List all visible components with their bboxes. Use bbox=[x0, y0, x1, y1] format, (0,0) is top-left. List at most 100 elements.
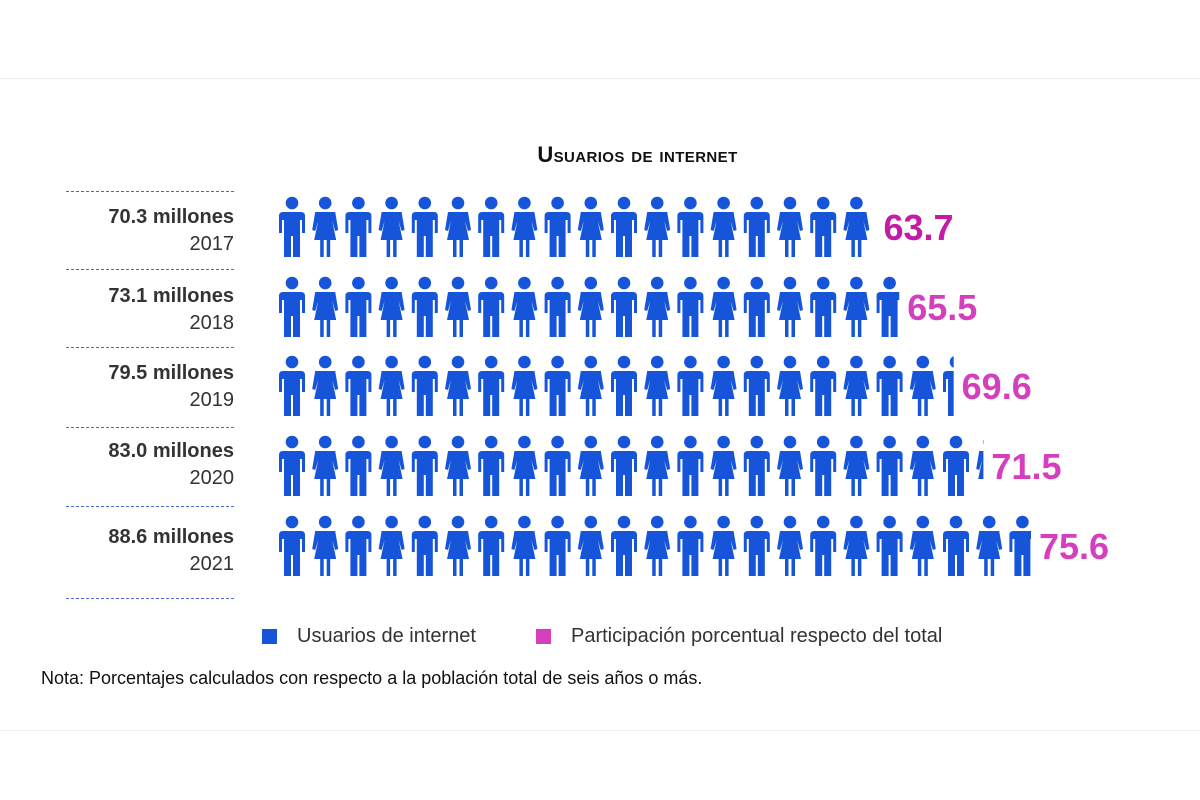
year-label: 2021 bbox=[189, 553, 235, 575]
person-icon bbox=[777, 515, 803, 576]
person-icon bbox=[644, 435, 671, 496]
users-millions-label: 83.0 millones bbox=[108, 440, 234, 462]
person-icon bbox=[909, 355, 936, 416]
person-icon bbox=[843, 355, 870, 416]
person-icon bbox=[777, 196, 803, 257]
person-icon bbox=[279, 196, 305, 257]
row-label-2018: 73.1 millones 2018 bbox=[60, 283, 234, 337]
person-icon bbox=[478, 196, 505, 257]
icon-bar-2019 bbox=[279, 355, 954, 416]
icon-bar-2020 bbox=[279, 435, 984, 496]
person-icon bbox=[378, 276, 405, 337]
person-icon bbox=[843, 196, 870, 257]
person-icon bbox=[411, 196, 438, 257]
person-icon bbox=[511, 355, 538, 416]
person-icon bbox=[312, 355, 339, 416]
icon-bar-2018 bbox=[279, 276, 900, 337]
icon-bar-2021 bbox=[279, 515, 1031, 576]
person-icon bbox=[710, 435, 737, 496]
row-label-2019: 79.5 millones 2019 bbox=[60, 360, 234, 414]
person-icon bbox=[611, 355, 637, 416]
row-label-2020: 83.0 millones 2020 bbox=[60, 438, 234, 492]
legend-label: Participación porcentual respecto del to… bbox=[570, 624, 943, 647]
person-icon bbox=[577, 355, 604, 416]
person-icon bbox=[677, 355, 704, 416]
person-icon bbox=[378, 355, 405, 416]
person-icon bbox=[810, 435, 837, 496]
person-icon bbox=[710, 276, 737, 337]
pct-value-2019: 69.6 bbox=[961, 366, 1032, 407]
row-label-2021: 88.6 millones 2021 bbox=[60, 524, 234, 578]
person-icon bbox=[810, 276, 837, 337]
person-icon bbox=[876, 276, 900, 337]
person-icon bbox=[312, 435, 339, 496]
person-icon bbox=[710, 355, 737, 416]
person-icon bbox=[544, 355, 571, 416]
person-icon bbox=[743, 435, 770, 496]
footnote: Nota: Porcentajes calculados con respect… bbox=[41, 668, 703, 688]
person-icon bbox=[345, 515, 372, 576]
icon-bar-2017 bbox=[279, 196, 870, 257]
person-icon bbox=[743, 196, 770, 257]
person-icon bbox=[279, 355, 305, 416]
person-icon bbox=[345, 435, 372, 496]
year-label: 2018 bbox=[189, 312, 235, 334]
person-icon bbox=[810, 355, 837, 416]
person-icon bbox=[478, 355, 505, 416]
legend-swatch bbox=[535, 628, 551, 644]
users-millions-label: 79.5 millones bbox=[108, 362, 234, 384]
person-icon bbox=[810, 196, 837, 257]
person-icon bbox=[445, 515, 471, 576]
person-icon bbox=[710, 196, 737, 257]
row-separator bbox=[66, 347, 234, 348]
pct-value-2021: 75.6 bbox=[1039, 526, 1110, 567]
person-icon bbox=[843, 515, 870, 576]
person-icon bbox=[644, 515, 671, 576]
person-icon bbox=[810, 515, 837, 576]
row-separator bbox=[66, 598, 234, 599]
person-icon bbox=[743, 515, 770, 576]
person-icon bbox=[677, 515, 704, 576]
person-icon bbox=[976, 515, 1003, 576]
person-icon bbox=[909, 435, 936, 496]
person-icon bbox=[843, 435, 870, 496]
person-icon bbox=[909, 515, 936, 576]
person-icon bbox=[943, 515, 969, 576]
person-icon bbox=[378, 435, 405, 496]
person-icon bbox=[445, 276, 471, 337]
legend-label: Usuarios de internet bbox=[297, 624, 476, 647]
person-icon bbox=[710, 515, 737, 576]
person-icon bbox=[411, 276, 438, 337]
legend-item-percentage: Participación porcentual respecto del to… bbox=[535, 624, 943, 648]
legend-swatch bbox=[262, 628, 277, 644]
top-divider bbox=[0, 78, 1200, 79]
person-icon bbox=[976, 439, 984, 479]
person-icon bbox=[445, 355, 471, 416]
row-separator bbox=[66, 269, 234, 270]
person-icon bbox=[411, 355, 438, 416]
person-icon bbox=[312, 196, 339, 257]
person-icon bbox=[577, 515, 604, 576]
chart-title: Usuarios de internet bbox=[537, 142, 738, 167]
year-label: 2020 bbox=[189, 467, 235, 489]
year-label: 2019 bbox=[189, 389, 235, 411]
pct-value-2017: 63.7 bbox=[883, 207, 954, 248]
person-icon bbox=[378, 515, 405, 576]
person-icon bbox=[644, 276, 671, 337]
person-icon bbox=[876, 435, 903, 496]
person-icon bbox=[943, 356, 954, 416]
person-icon bbox=[478, 435, 505, 496]
person-icon bbox=[279, 515, 305, 576]
person-icon bbox=[611, 196, 637, 257]
person-icon bbox=[411, 435, 438, 496]
person-icon bbox=[345, 276, 372, 337]
person-icon bbox=[445, 435, 471, 496]
bottom-divider bbox=[0, 730, 1200, 731]
person-icon bbox=[411, 515, 438, 576]
person-icon bbox=[345, 196, 372, 257]
person-icon bbox=[511, 196, 538, 257]
users-millions-label: 70.3 millones bbox=[108, 206, 234, 228]
person-icon bbox=[478, 515, 505, 576]
person-icon bbox=[843, 276, 870, 337]
